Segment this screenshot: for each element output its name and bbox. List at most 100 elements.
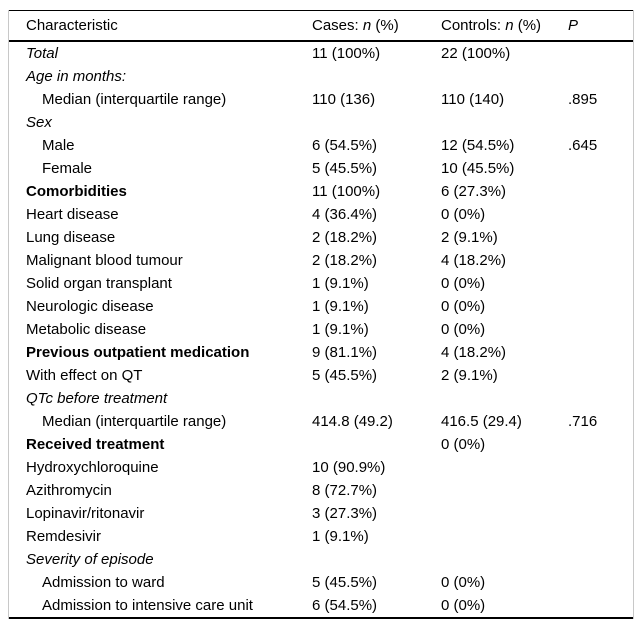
cell-characteristic: Admission to ward: [42, 574, 165, 591]
cell-cases: 6 (54.5%): [312, 597, 378, 614]
cell-controls: [441, 479, 568, 502]
table-row: Median (interquartile range) 110 (136) 110…: [9, 88, 633, 111]
cell-controls: [441, 387, 568, 410]
cell-p: [568, 318, 633, 341]
table-row: Age in months:: [9, 65, 633, 88]
table-row: Malignant blood tumour 2 (18.2%) 4 (18.2%): [9, 249, 633, 272]
cell-cases: 3 (27.3%): [312, 505, 378, 522]
cell-p: [568, 295, 633, 318]
cell-p: [568, 594, 633, 618]
cell-p: [568, 249, 633, 272]
table-row: Azithromycin 8 (72.7%): [9, 479, 633, 502]
controls-header-suffix: (%): [513, 17, 542, 34]
table-body: Total 11 (100%) 22 (100%) Age in months: Med…: [9, 41, 633, 618]
cell-characteristic: Sex: [26, 114, 52, 131]
cell-controls: 0 (0%): [441, 321, 486, 338]
cell-characteristic: Hydroxychloroquine: [26, 459, 159, 476]
cell-characteristic: Solid organ transplant: [26, 275, 172, 292]
cell-characteristic: Comorbidities: [26, 183, 127, 200]
cell-characteristic: Remdesivir: [26, 528, 102, 545]
cell-cases: 8 (72.7%): [312, 482, 378, 499]
cell-characteristic: Severity of episode: [26, 551, 154, 568]
cell-controls: 0 (0%): [441, 597, 486, 614]
cell-p: .895: [568, 91, 598, 108]
cell-p: [568, 180, 633, 203]
cell-cases: 2 (18.2%): [312, 252, 378, 269]
cell-p: .645: [568, 137, 598, 154]
col-header-characteristic: Characteristic: [9, 10, 312, 42]
cell-characteristic: With effect on QT: [26, 367, 143, 384]
cell-controls: 0 (0%): [441, 275, 486, 292]
cell-cases: 6 (54.5%): [312, 137, 378, 154]
cell-cases: [312, 548, 441, 571]
cell-characteristic: Lopinavir/ritonavir: [26, 505, 145, 522]
cell-characteristic: Metabolic disease: [26, 321, 147, 338]
table-row: Median (interquartile range) 414.8 (49.2)…: [9, 410, 633, 433]
table-row: QTc before treatment: [9, 387, 633, 410]
cell-p: [568, 479, 633, 502]
table-row: Total 11 (100%) 22 (100%): [9, 41, 633, 65]
table-row: Received treatment 0 (0%): [9, 433, 633, 456]
table-row: Heart disease 4 (36.4%) 0 (0%): [9, 203, 633, 226]
cell-p: [568, 157, 633, 180]
cell-p: [568, 341, 633, 364]
table-row: With effect on QT 5 (45.5%) 2 (9.1%): [9, 364, 633, 387]
col-header-p: P: [568, 10, 633, 42]
cell-controls: 4 (18.2%): [441, 344, 507, 361]
cell-controls: [441, 548, 568, 571]
cell-cases: [312, 433, 441, 456]
cell-characteristic: Previous outpatient medication: [26, 344, 250, 361]
table-row: Admission to intensive care unit 6 (54.5%…: [9, 594, 633, 618]
cell-characteristic: Median (interquartile range): [42, 91, 227, 108]
table-row: Neurologic disease 1 (9.1%) 0 (0%): [9, 295, 633, 318]
characteristics-table: Characteristic Cases: n (%) Controls: n …: [8, 10, 634, 619]
cell-characteristic: Total: [26, 45, 58, 62]
cell-controls: [441, 525, 568, 548]
cell-characteristic: Malignant blood tumour: [26, 252, 183, 269]
cell-cases: [312, 387, 441, 410]
cell-p: [568, 203, 633, 226]
cell-cases: [312, 65, 441, 88]
cell-p: [568, 387, 633, 410]
cell-characteristic: Age in months:: [26, 68, 127, 85]
cell-characteristic: Lung disease: [26, 229, 116, 246]
cell-cases: 11 (100%): [312, 183, 381, 200]
cell-p: [568, 41, 633, 65]
cell-controls: 416.5 (29.4): [441, 413, 522, 430]
cell-characteristic: Median (interquartile range): [42, 413, 227, 430]
cell-cases: 1 (9.1%): [312, 275, 369, 292]
cell-controls: [441, 65, 568, 88]
cell-p: [568, 456, 633, 479]
col-header-controls: Controls: n (%): [441, 10, 568, 42]
cell-p: [568, 571, 633, 594]
cell-p: [568, 111, 633, 134]
cell-controls: [441, 111, 568, 134]
cases-header-prefix: Cases:: [312, 17, 363, 34]
cell-cases: 1 (9.1%): [312, 528, 369, 545]
cell-cases: [312, 111, 441, 134]
cell-cases: 1 (9.1%): [312, 321, 369, 338]
cell-characteristic: Male: [42, 137, 75, 154]
cell-characteristic: Received treatment: [26, 436, 165, 453]
table-row: Comorbidities 11 (100%) 6 (27.3%): [9, 180, 633, 203]
cases-header-suffix: (%): [371, 17, 399, 34]
table-row: Lopinavir/ritonavir 3 (27.3%): [9, 502, 633, 525]
cell-characteristic: Female: [42, 160, 93, 177]
controls-header-n: n: [505, 17, 514, 34]
cell-p: .716: [568, 413, 598, 430]
cell-controls: 22 (100%): [441, 45, 511, 62]
cell-controls: 6 (27.3%): [441, 183, 507, 200]
cell-cases: 11 (100%): [312, 45, 381, 62]
table-row: Female 5 (45.5%) 10 (45.5%): [9, 157, 633, 180]
cell-p: [568, 272, 633, 295]
cell-cases: 9 (81.1%): [312, 344, 378, 361]
header-row: Characteristic Cases: n (%) Controls: n …: [9, 10, 633, 42]
cell-cases: 5 (45.5%): [312, 160, 378, 177]
table-row: Lung disease 2 (18.2%) 2 (9.1%): [9, 226, 633, 249]
cell-controls: 4 (18.2%): [441, 252, 507, 269]
table-row: Severity of episode: [9, 548, 633, 571]
cell-controls: 2 (9.1%): [441, 367, 498, 384]
cell-p: [568, 502, 633, 525]
table-row: Male 6 (54.5%) 12 (54.5%) .645: [9, 134, 633, 157]
cell-controls: 12 (54.5%): [441, 137, 515, 154]
